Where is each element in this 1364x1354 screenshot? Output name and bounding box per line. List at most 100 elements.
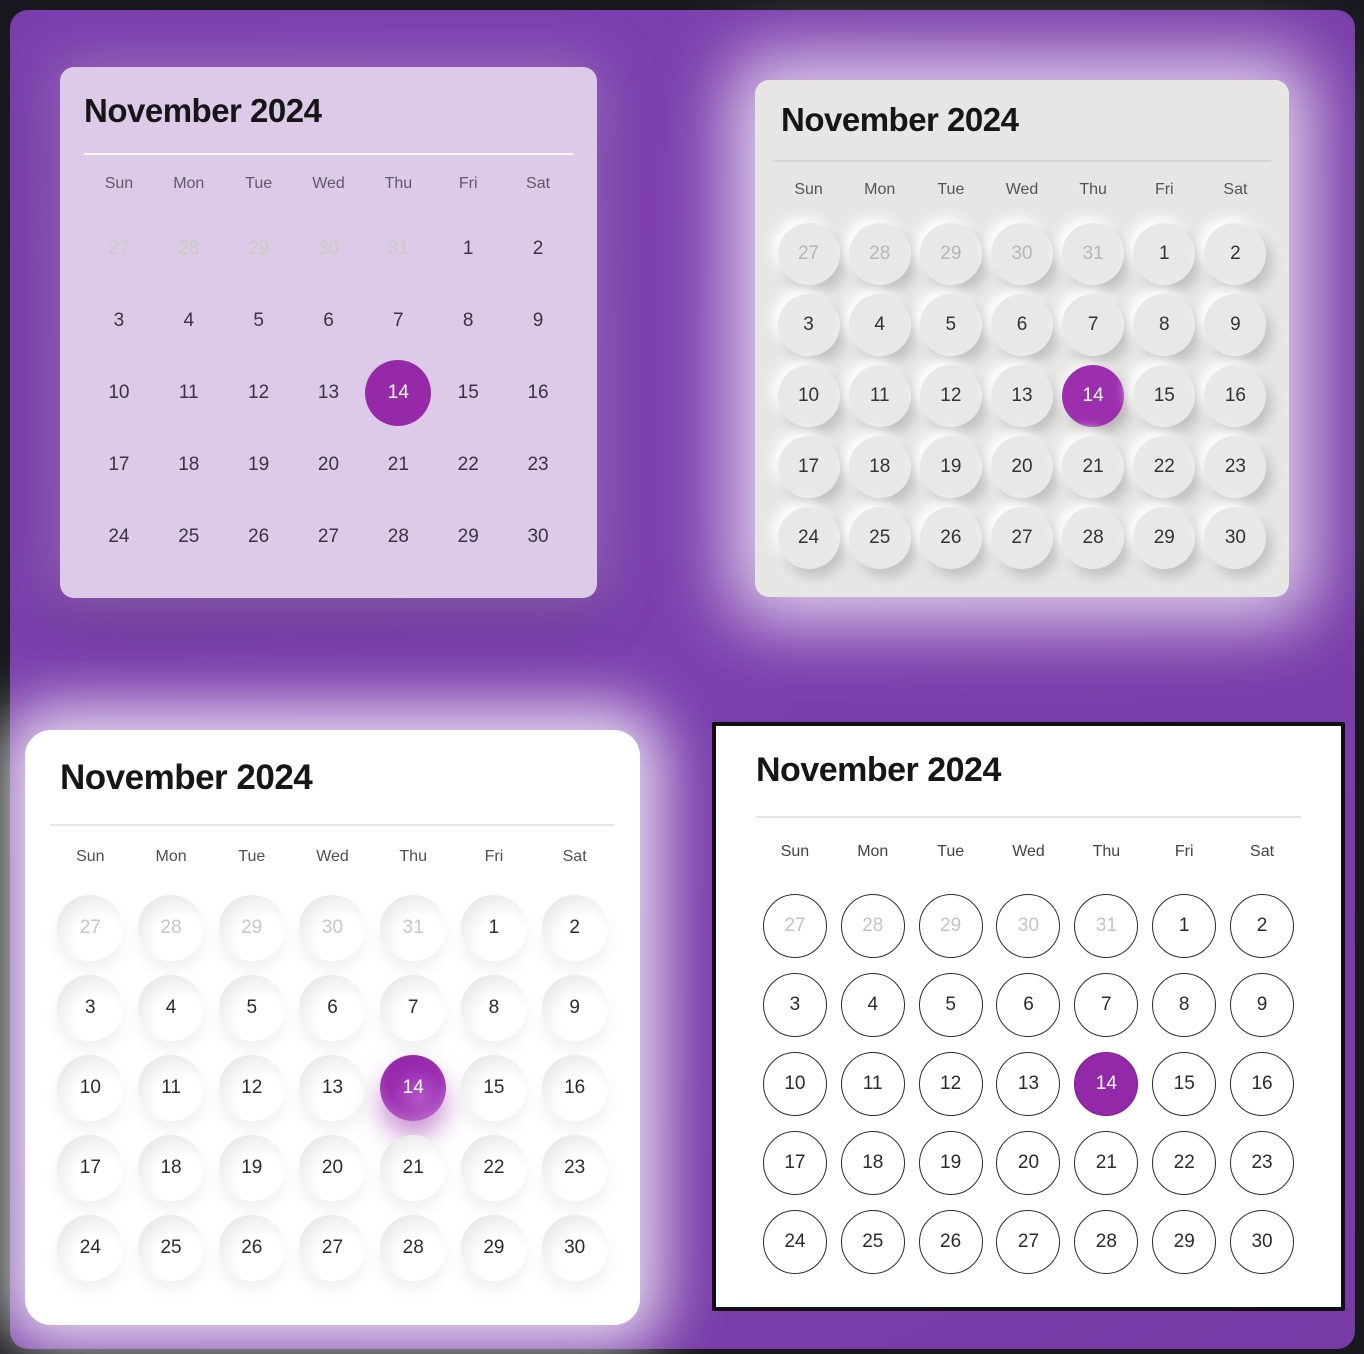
day-cell[interactable]: 4	[848, 293, 911, 356]
day-cell[interactable]: 3	[777, 293, 840, 356]
day-cell[interactable]: 22	[460, 1135, 527, 1201]
day-cell[interactable]: 5	[919, 293, 982, 356]
day-cell[interactable]: 26	[918, 1209, 983, 1274]
day-cell[interactable]: 2	[1230, 893, 1295, 958]
day-cell[interactable]: 16	[527, 382, 549, 403]
day-cell[interactable]: 21	[1062, 435, 1125, 498]
day-cell[interactable]: 12	[919, 364, 982, 427]
day-cell[interactable]: 27	[996, 1209, 1061, 1274]
day-cell[interactable]: 28	[178, 238, 200, 259]
day-cell[interactable]: 7	[380, 975, 447, 1041]
day-cell[interactable]: 17	[108, 454, 130, 475]
day-cell[interactable]: 22	[1152, 1130, 1217, 1195]
day-cell[interactable]: 27	[299, 1215, 366, 1281]
day-cell[interactable]: 26	[919, 506, 982, 569]
day-cell[interactable]: 11	[840, 1051, 905, 1116]
day-cell[interactable]: 10	[108, 382, 130, 403]
day-cell[interactable]: 30	[1204, 506, 1267, 569]
day-cell[interactable]: 17	[777, 435, 840, 498]
day-cell[interactable]: 13	[990, 364, 1053, 427]
day-cell[interactable]: 24	[108, 526, 130, 547]
day-cell[interactable]: 18	[178, 454, 200, 475]
day-cell[interactable]: 25	[138, 1215, 205, 1281]
day-cell[interactable]: 30	[541, 1215, 608, 1281]
day-cell[interactable]: 4	[183, 310, 195, 331]
day-cell[interactable]: 18	[840, 1130, 905, 1195]
day-cell[interactable]: 23	[527, 454, 549, 475]
day-cell[interactable]: 26	[248, 526, 270, 547]
day-cell[interactable]: 11	[178, 382, 199, 403]
day-cell[interactable]: 5	[253, 310, 264, 331]
day-cell[interactable]: 17	[762, 1130, 827, 1195]
day-cell[interactable]: 27	[762, 893, 827, 958]
day-cell[interactable]: 30	[299, 895, 366, 961]
day-cell[interactable]: 25	[848, 506, 911, 569]
day-cell[interactable]: 3	[762, 972, 827, 1037]
day-cell-selected[interactable]: 14	[380, 1055, 447, 1121]
day-cell[interactable]: 15	[460, 1055, 527, 1121]
day-cell[interactable]: 30	[1230, 1209, 1295, 1274]
day-cell[interactable]: 12	[918, 1051, 983, 1116]
day-cell[interactable]: 28	[840, 893, 905, 958]
day-cell[interactable]: 28	[138, 895, 205, 961]
day-cell[interactable]: 6	[323, 310, 334, 331]
day-cell[interactable]: 23	[1204, 435, 1267, 498]
day-cell[interactable]: 6	[990, 293, 1053, 356]
day-cell[interactable]: 23	[541, 1135, 608, 1201]
day-cell[interactable]: 19	[248, 454, 270, 475]
day-cell[interactable]: 18	[138, 1135, 205, 1201]
day-cell[interactable]: 5	[918, 972, 983, 1037]
day-cell[interactable]: 8	[1152, 972, 1217, 1037]
day-cell[interactable]: 19	[919, 435, 982, 498]
day-cell[interactable]: 20	[317, 454, 340, 475]
day-cell[interactable]: 28	[848, 222, 911, 285]
day-cell[interactable]: 16	[1230, 1051, 1295, 1116]
day-cell[interactable]: 1	[1133, 222, 1196, 285]
day-cell[interactable]: 11	[848, 364, 911, 427]
day-cell[interactable]: 7	[393, 310, 404, 331]
day-cell[interactable]: 24	[777, 506, 840, 569]
day-cell[interactable]: 8	[462, 310, 474, 331]
day-cell[interactable]: 12	[248, 382, 270, 403]
day-cell[interactable]: 13	[317, 382, 340, 403]
day-cell[interactable]: 30	[527, 526, 549, 547]
day-cell[interactable]: 29	[460, 1215, 527, 1281]
day-cell[interactable]: 31	[1062, 222, 1125, 285]
day-cell[interactable]: 21	[380, 1135, 447, 1201]
day-cell[interactable]: 8	[1133, 293, 1196, 356]
day-cell[interactable]: 27	[990, 506, 1053, 569]
day-cell[interactable]: 17	[57, 1135, 124, 1201]
day-cell[interactable]: 29	[1133, 506, 1196, 569]
day-cell[interactable]: 29	[248, 238, 270, 259]
day-cell[interactable]: 30	[990, 222, 1053, 285]
day-cell[interactable]: 29	[919, 222, 982, 285]
day-cell-selected[interactable]: 14	[1062, 364, 1125, 427]
day-cell[interactable]: 4	[138, 975, 205, 1041]
day-cell[interactable]: 11	[138, 1055, 205, 1121]
day-cell[interactable]: 31	[387, 238, 409, 259]
day-cell[interactable]: 9	[1230, 972, 1295, 1037]
day-cell[interactable]: 9	[1204, 293, 1267, 356]
day-cell[interactable]: 29	[1152, 1209, 1217, 1274]
day-cell[interactable]: 20	[299, 1135, 366, 1201]
day-cell[interactable]: 18	[848, 435, 911, 498]
day-cell[interactable]: 3	[57, 975, 124, 1041]
day-cell[interactable]: 16	[541, 1055, 608, 1121]
day-cell[interactable]: 15	[1152, 1051, 1217, 1116]
day-cell[interactable]: 28	[380, 1215, 447, 1281]
day-cell[interactable]: 7	[1062, 293, 1125, 356]
day-cell[interactable]: 10	[762, 1051, 827, 1116]
day-cell[interactable]: 21	[1074, 1130, 1139, 1195]
day-cell[interactable]: 26	[218, 1215, 285, 1281]
day-cell[interactable]: 9	[532, 310, 544, 331]
day-cell[interactable]: 22	[1133, 435, 1196, 498]
day-cell[interactable]: 10	[777, 364, 840, 427]
day-cell[interactable]: 27	[108, 238, 130, 259]
day-cell[interactable]: 2	[532, 238, 544, 259]
day-cell[interactable]: 21	[387, 454, 409, 475]
day-cell[interactable]: 28	[1062, 506, 1125, 569]
day-cell[interactable]: 27	[317, 526, 340, 547]
day-cell-selected[interactable]: 14	[1074, 1051, 1139, 1116]
day-cell[interactable]: 3	[113, 310, 125, 331]
day-cell[interactable]: 24	[57, 1215, 124, 1281]
